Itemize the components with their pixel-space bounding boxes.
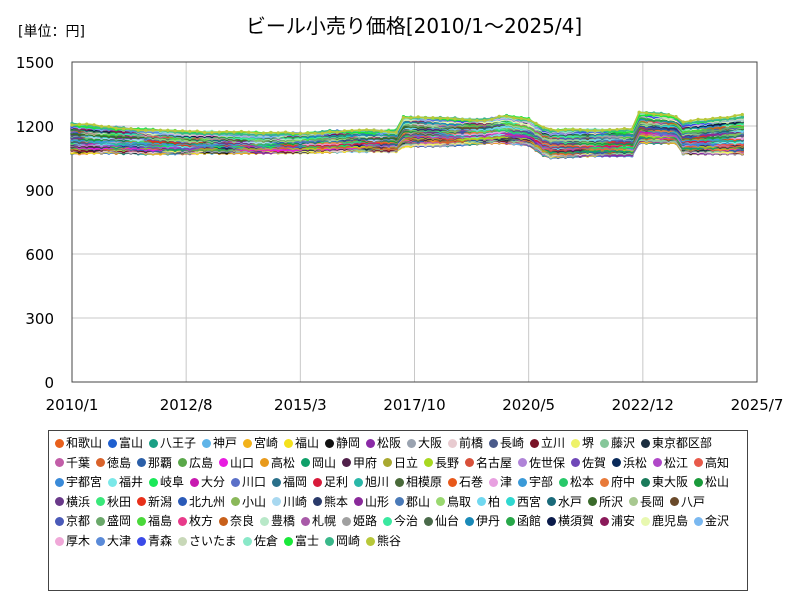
plot-frame: [71, 61, 758, 383]
unit-label: [単位：円]: [18, 24, 85, 40]
data-point: [593, 150, 597, 154]
x-tick-label: 2012/8: [160, 396, 213, 414]
y-tick-label: 600: [25, 246, 54, 264]
x-tick-label: 2020/5: [502, 396, 555, 414]
y-tick-label: 300: [25, 310, 54, 328]
x-tick-label: 2017/10: [383, 396, 445, 414]
data-point: [203, 143, 207, 147]
x-tick-label: 2022/12: [612, 396, 674, 414]
y-tick-label: 1200: [16, 118, 54, 136]
chart-plot: [単位：円] ビール小売り価格[2010/1～2025/4] 0 300 600 900 1…: [16, 14, 784, 414]
x-tick-label: 2015/3: [274, 396, 327, 414]
x-tick-label: 2025/7: [731, 396, 784, 414]
y-tick-label: 1500: [16, 54, 54, 72]
y-tick-label: 900: [25, 182, 54, 200]
x-tick-label: 2010/1: [46, 396, 99, 414]
chart-title: ビール小売り価格[2010/1～2025/4]: [246, 14, 582, 38]
y-tick-label: 0: [44, 374, 54, 392]
